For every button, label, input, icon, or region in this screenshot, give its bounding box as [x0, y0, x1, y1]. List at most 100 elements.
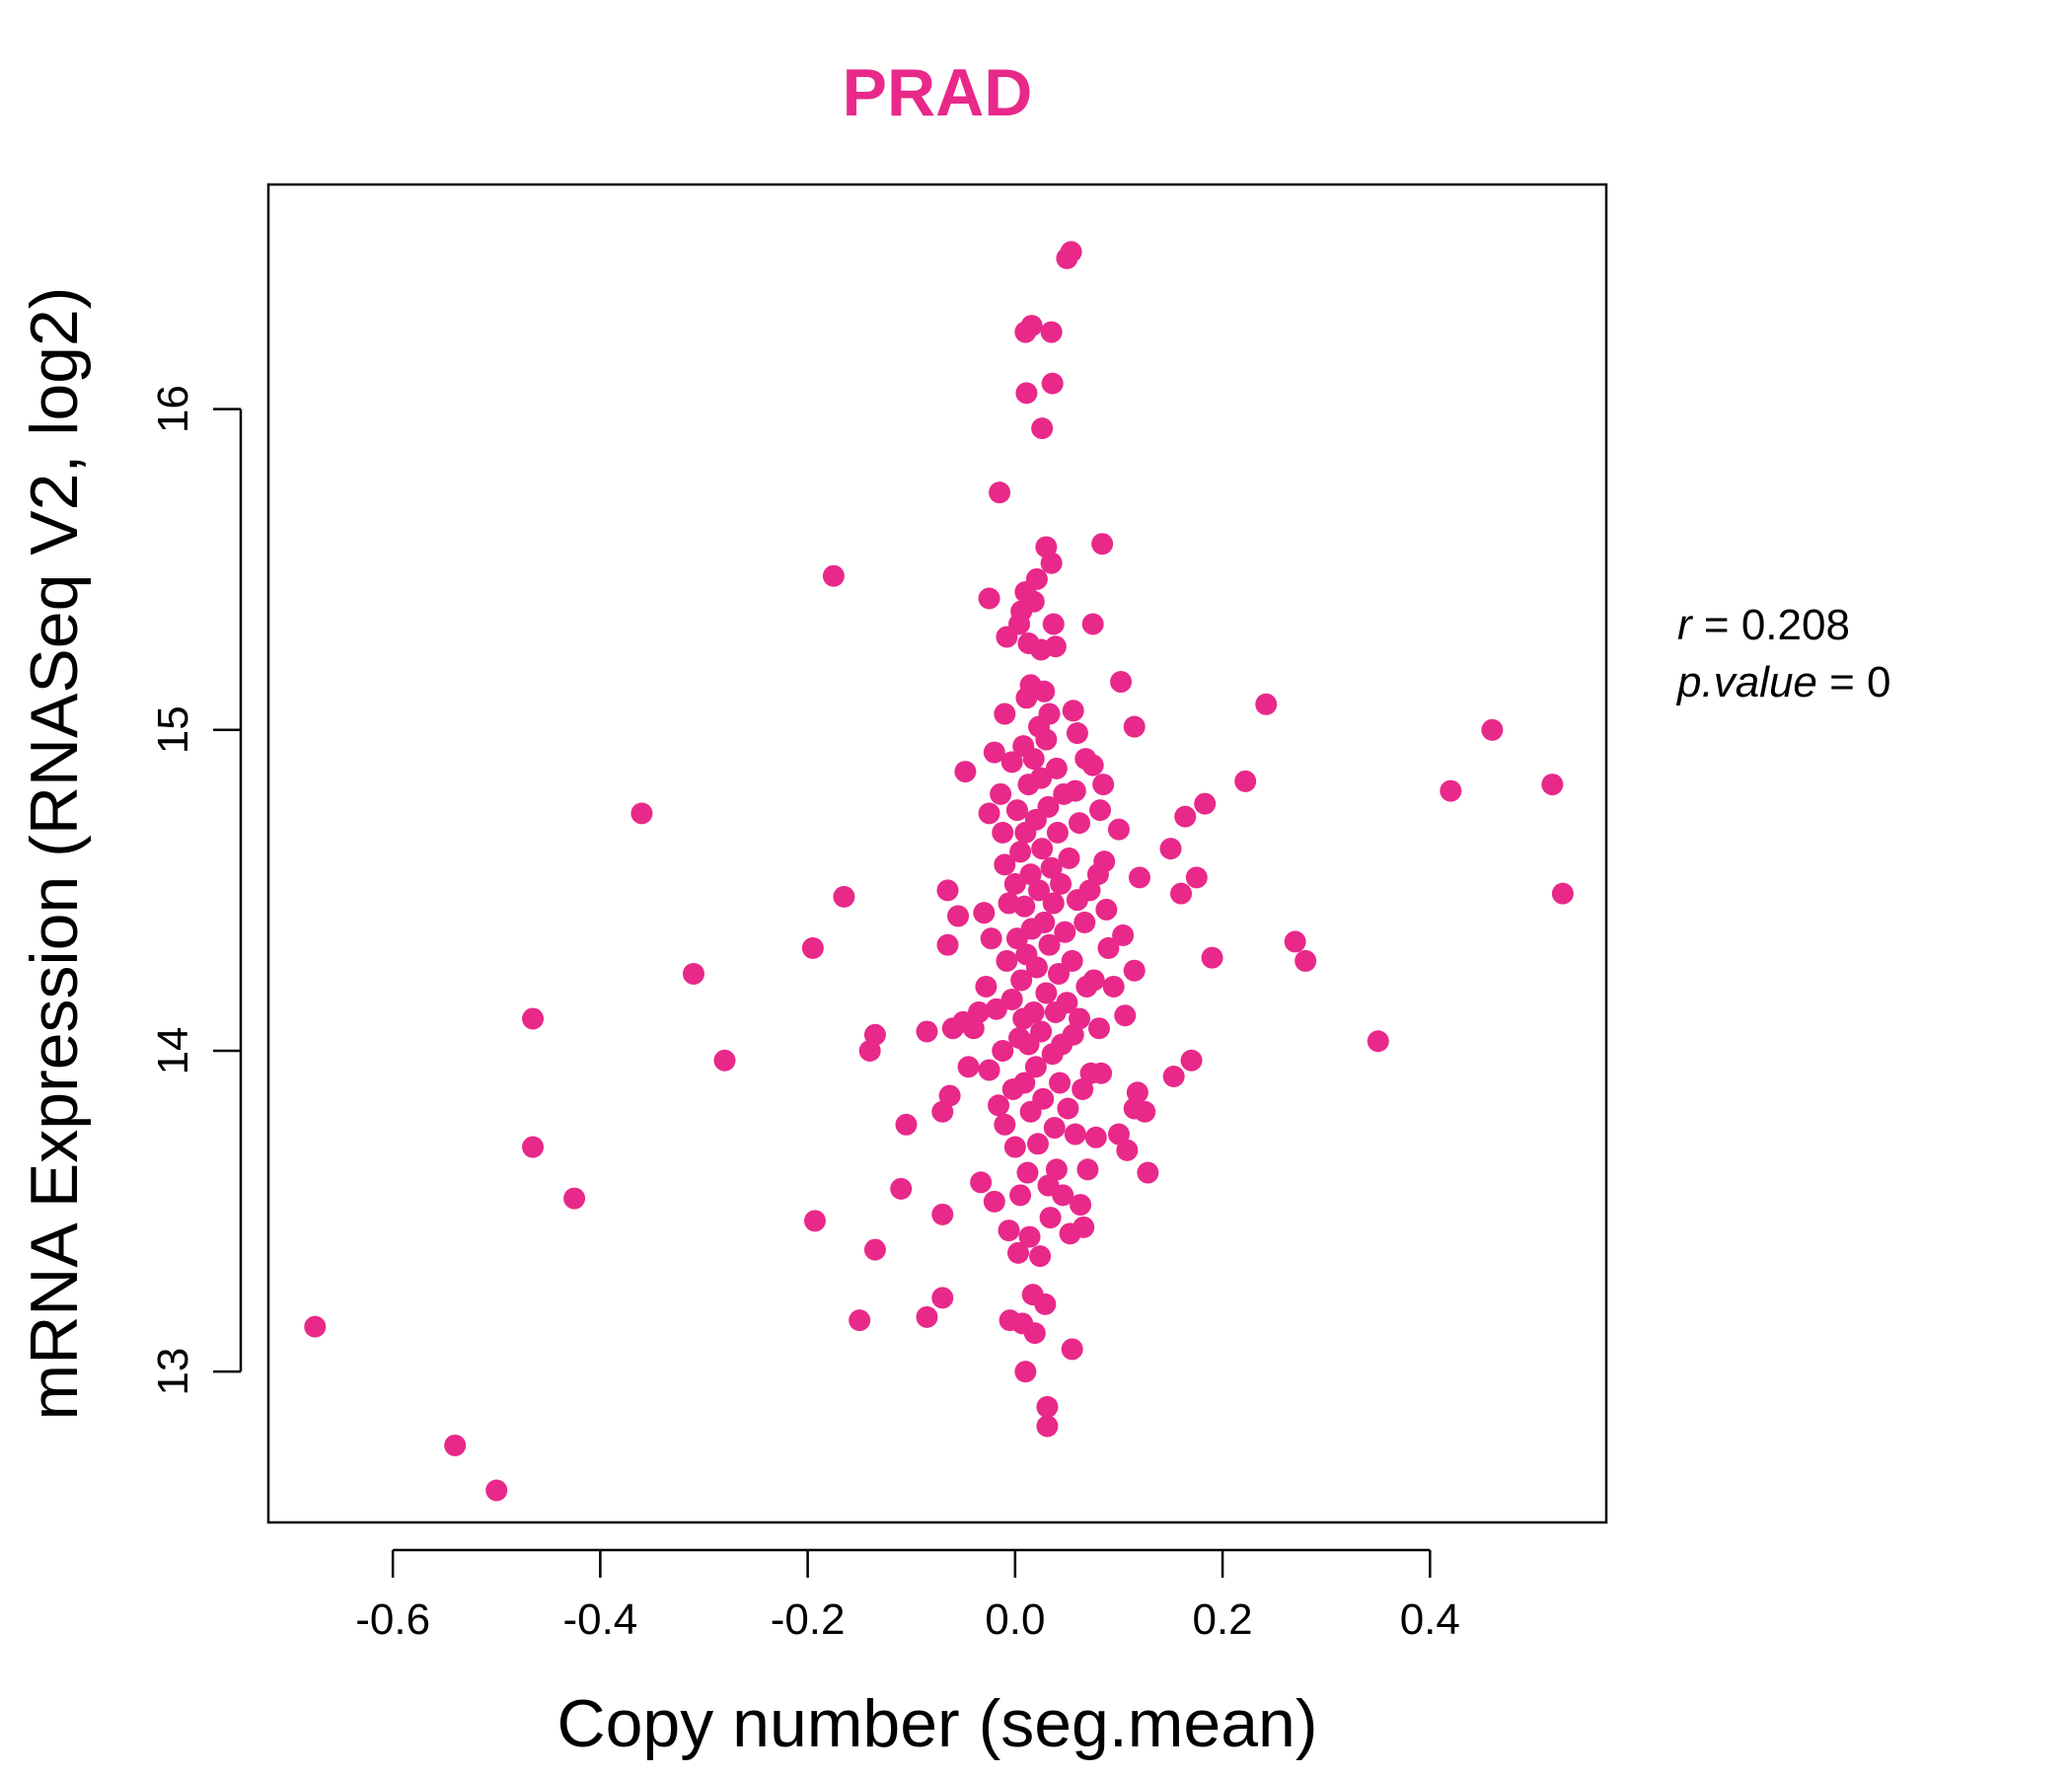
- data-point: [985, 998, 1007, 1020]
- plot-frame: [266, 183, 1608, 1524]
- data-point: [1049, 1072, 1072, 1094]
- data-point: [1134, 1100, 1156, 1123]
- data-point: [1123, 715, 1146, 738]
- y-axis: 13 14 15 16: [149, 385, 243, 1396]
- data-point: [936, 933, 959, 956]
- x-axis: -0.6 -0.4 -0.2 0.0 0.2 0.4: [355, 1548, 1460, 1644]
- x-tick-label: -0.6: [355, 1595, 430, 1644]
- data-point: [1541, 774, 1564, 796]
- data-point: [957, 1056, 980, 1078]
- data-point: [1087, 1017, 1110, 1040]
- y-tick-label: 15: [149, 705, 197, 754]
- data-point: [1255, 693, 1278, 715]
- data-point: [890, 1177, 913, 1200]
- data-point: [980, 927, 1002, 950]
- data-point: [954, 761, 977, 783]
- data-point: [1028, 879, 1051, 902]
- data-point: [1123, 959, 1146, 982]
- data-point: [682, 962, 704, 985]
- data-point: [1062, 700, 1084, 722]
- data-point: [1036, 1415, 1059, 1438]
- data-point: [975, 975, 998, 998]
- data-point: [1081, 613, 1104, 635]
- data-point: [947, 905, 970, 927]
- data-point: [1023, 1322, 1046, 1345]
- data-point: [994, 1113, 1016, 1136]
- data-point: [1025, 567, 1048, 590]
- data-point: [1162, 1066, 1185, 1087]
- data-point: [1043, 1117, 1066, 1140]
- data-point: [1026, 1133, 1049, 1155]
- data-point: [1044, 635, 1067, 658]
- data-point: [1003, 1136, 1026, 1158]
- data-point: [1038, 703, 1061, 725]
- data-point: [1089, 799, 1112, 822]
- data-point: [1046, 821, 1069, 844]
- data-point: [1234, 770, 1257, 792]
- data-point: [983, 741, 1005, 764]
- data-point: [863, 1023, 886, 1046]
- x-axis-label: Copy number (seg.mean): [556, 1686, 1317, 1761]
- data-point: [970, 1171, 993, 1194]
- data-point: [1070, 1194, 1092, 1217]
- data-point: [1033, 911, 1056, 933]
- data-point: [1024, 1056, 1047, 1078]
- data-point: [1064, 779, 1086, 802]
- data-point: [1013, 895, 1036, 918]
- data-point: [822, 564, 845, 587]
- data-point: [1110, 671, 1133, 694]
- data-point: [978, 587, 1000, 610]
- data-point: [936, 879, 959, 902]
- data-point: [1031, 838, 1054, 860]
- data-point: [1551, 882, 1574, 905]
- data-point: [1009, 1184, 1032, 1207]
- data-point: [1058, 847, 1080, 869]
- data-point: [563, 1187, 586, 1210]
- r-value: 0.208: [1741, 601, 1850, 649]
- data-point: [916, 1305, 938, 1328]
- data-point: [1284, 930, 1306, 953]
- data-point: [1035, 728, 1058, 751]
- data-point: [1045, 757, 1068, 779]
- data-point: [1069, 1007, 1091, 1030]
- data-point: [1061, 1338, 1083, 1361]
- data-point: [1201, 946, 1223, 969]
- data-point: [1000, 988, 1023, 1010]
- data-point: [1481, 718, 1504, 741]
- data-point: [1009, 841, 1032, 863]
- data-point: [1064, 1123, 1086, 1146]
- data-point: [1045, 1158, 1068, 1181]
- data-point: [1091, 533, 1114, 555]
- data-point: [1084, 1126, 1107, 1148]
- data-point: [983, 1190, 1005, 1213]
- data-point: [1033, 680, 1056, 703]
- data-point: [1030, 1020, 1053, 1043]
- r-label: r: [1677, 601, 1694, 649]
- data-point: [713, 1049, 736, 1072]
- data-point: [968, 1000, 991, 1023]
- chart-title: PRAD: [843, 55, 1033, 130]
- y-tick-label: 14: [149, 1027, 197, 1075]
- y-tick-label: 13: [149, 1348, 197, 1396]
- data-point: [1015, 382, 1038, 405]
- data-point: [1092, 774, 1115, 796]
- data-point: [803, 1210, 826, 1232]
- data-point: [1054, 921, 1076, 943]
- data-point: [1050, 872, 1073, 895]
- data-point: [1057, 1097, 1079, 1120]
- data-point: [1174, 805, 1197, 828]
- data-point: [1073, 1216, 1095, 1238]
- data-point: [1116, 1139, 1139, 1161]
- data-point: [1019, 863, 1042, 886]
- data-point: [973, 902, 996, 925]
- data-point: [1041, 372, 1064, 395]
- data-point: [1126, 1081, 1148, 1104]
- data-point: [1034, 1293, 1057, 1315]
- data-point: [1107, 818, 1130, 841]
- x-tick-label: -0.4: [562, 1595, 637, 1644]
- data-point: [485, 1479, 508, 1502]
- data-point: [1078, 879, 1101, 902]
- data-point: [1069, 812, 1091, 835]
- data-point: [1029, 1245, 1052, 1268]
